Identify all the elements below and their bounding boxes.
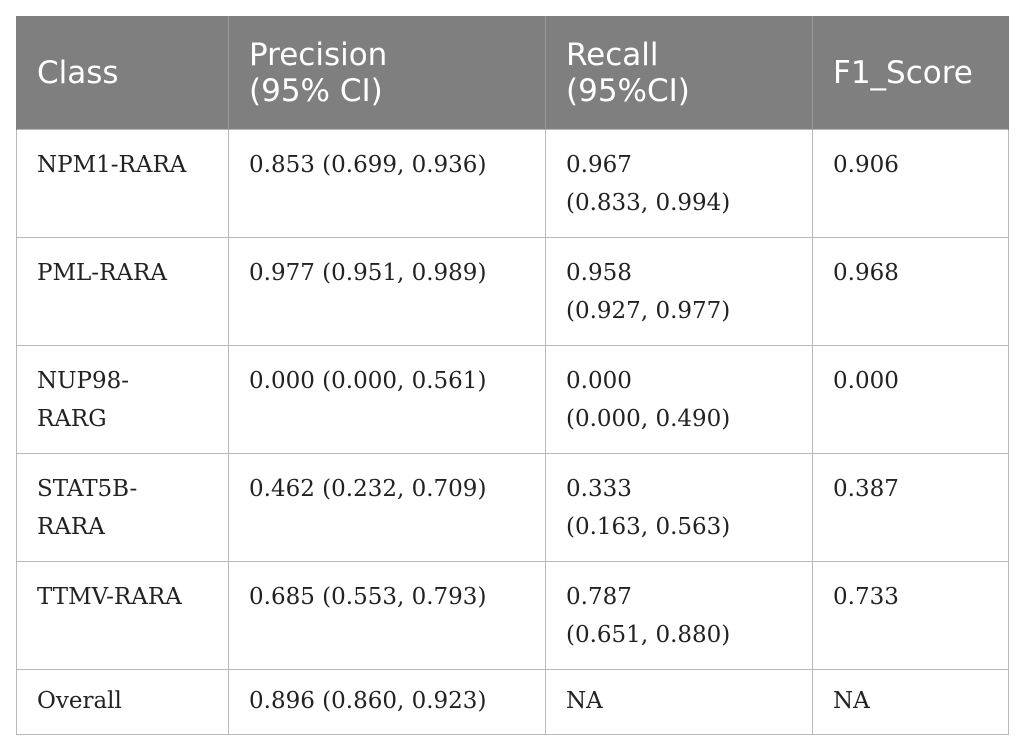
cell-f1-score: 0.387 bbox=[812, 453, 1009, 562]
cell-class: STAT5B- RARA bbox=[16, 453, 229, 562]
table-row-overall: Overall 0.896 (0.860, 0.923) NA NA bbox=[16, 669, 1009, 735]
cell-precision: 0.896 (0.860, 0.923) bbox=[228, 669, 546, 735]
cell-f1-score: NA bbox=[812, 669, 1009, 735]
results-table: Class Precision (95% CI) Recall (95%CI) … bbox=[16, 16, 1009, 735]
table-row: NUP98- RARG 0.000 (0.000, 0.561) 0.000 (… bbox=[16, 345, 1009, 454]
cell-precision: 0.000 (0.000, 0.561) bbox=[228, 345, 546, 454]
cell-f1-score: 0.733 bbox=[812, 561, 1009, 670]
table-header: Class Precision (95% CI) Recall (95%CI) … bbox=[16, 16, 1009, 130]
table-row: STAT5B- RARA 0.462 (0.232, 0.709) 0.333 … bbox=[16, 453, 1009, 562]
cell-class: Overall bbox=[16, 669, 229, 735]
cell-class: TTMV-RARA bbox=[16, 561, 229, 670]
cell-class: PML-RARA bbox=[16, 237, 229, 346]
header-class: Class bbox=[16, 16, 229, 130]
cell-precision: 0.462 (0.232, 0.709) bbox=[228, 453, 546, 562]
cell-class: NUP98- RARG bbox=[16, 345, 229, 454]
results-table-container: Class Precision (95% CI) Recall (95%CI) … bbox=[16, 16, 1009, 735]
cell-precision: 0.685 (0.553, 0.793) bbox=[228, 561, 546, 670]
cell-precision: 0.977 (0.951, 0.989) bbox=[228, 237, 546, 346]
cell-precision: 0.853 (0.699, 0.936) bbox=[228, 129, 546, 238]
cell-recall: 0.967 (0.833, 0.994) bbox=[545, 129, 813, 238]
header-precision: Precision (95% CI) bbox=[228, 16, 546, 130]
cell-class: NPM1-RARA bbox=[16, 129, 229, 238]
cell-recall: NA bbox=[545, 669, 813, 735]
cell-f1-score: 0.906 bbox=[812, 129, 1009, 238]
cell-recall: 0.000 (0.000, 0.490) bbox=[545, 345, 813, 454]
cell-recall: 0.333 (0.163, 0.563) bbox=[545, 453, 813, 562]
table-row: NPM1-RARA 0.853 (0.699, 0.936) 0.967 (0.… bbox=[16, 129, 1009, 238]
header-row: Class Precision (95% CI) Recall (95%CI) … bbox=[16, 16, 1009, 130]
cell-f1-score: 0.968 bbox=[812, 237, 1009, 346]
table-body: NPM1-RARA 0.853 (0.699, 0.936) 0.967 (0.… bbox=[16, 129, 1009, 735]
header-recall: Recall (95%CI) bbox=[545, 16, 813, 130]
cell-recall: 0.787 (0.651, 0.880) bbox=[545, 561, 813, 670]
header-f1-score: F1_Score bbox=[812, 16, 1009, 130]
table-row: PML-RARA 0.977 (0.951, 0.989) 0.958 (0.9… bbox=[16, 237, 1009, 346]
table-row: TTMV-RARA 0.685 (0.553, 0.793) 0.787 (0.… bbox=[16, 561, 1009, 670]
cell-recall: 0.958 (0.927, 0.977) bbox=[545, 237, 813, 346]
cell-f1-score: 0.000 bbox=[812, 345, 1009, 454]
